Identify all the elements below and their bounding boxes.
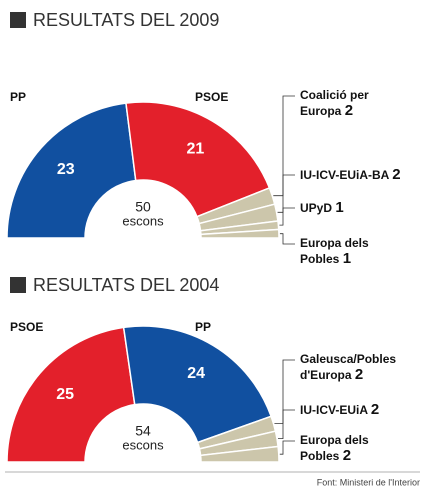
segment-value: 25 (56, 386, 74, 403)
leader-line (279, 207, 295, 226)
leader-line (279, 233, 295, 245)
seat-value: 1 (342, 250, 352, 267)
side-label: Galeusca/Pobles d'Europa 2 (300, 352, 408, 383)
segment (6, 326, 136, 463)
source: Font: Ministeri de l'Interior (317, 477, 420, 487)
party-name: IU-ICV-EUiA-BA (300, 168, 389, 182)
center-label: escons (122, 213, 164, 228)
leader-line (279, 440, 295, 455)
center-label: escons (122, 437, 164, 452)
seat-value: 2 (370, 401, 380, 418)
side-label: UPyD 1 (300, 200, 408, 216)
party-name: IU-ICV-EUiA (300, 403, 368, 417)
title-icon (10, 277, 26, 293)
segment (6, 102, 137, 239)
chart-title: RESULTATS DEL 2009 (33, 10, 219, 30)
party-name: PSOE (195, 90, 229, 104)
seat-value: 2 (344, 102, 354, 119)
seat-value: 2 (354, 366, 364, 383)
chart-title: RESULTATS DEL 2004 (33, 275, 219, 295)
leader-line (277, 174, 295, 213)
segment-value: 21 (187, 141, 205, 158)
seat-value: 2 (392, 166, 401, 183)
party-name: PP (10, 90, 27, 104)
seat-value: 1 (335, 199, 344, 216)
center-value: 50 (135, 199, 151, 215)
segment (122, 325, 273, 444)
segment-value: 24 (187, 365, 205, 382)
party-name: UPyD (300, 201, 333, 215)
segment (199, 445, 280, 463)
party-name: Europa dels Pobles (300, 433, 369, 463)
party-name: Coalició per Europa (300, 88, 369, 118)
title-icon (10, 12, 26, 28)
side-label: IU-ICV-EUiA 2 (300, 402, 408, 418)
party-name: PP (195, 320, 212, 334)
leader-line (277, 409, 295, 440)
seat-value: 2 (342, 447, 352, 464)
party-name: Europa dels Pobles (300, 236, 369, 266)
segment (125, 101, 271, 218)
side-label: Europa dels Pobles 1 (300, 236, 408, 267)
side-label: Coalició per Europa 2 (300, 88, 408, 119)
side-label: Europa dels Pobles 2 (300, 433, 408, 464)
side-label: IU-ICV-EUiA-BA 2 (300, 167, 408, 183)
segment (200, 228, 280, 239)
segment-value: 23 (57, 161, 75, 178)
leader-line (274, 359, 295, 424)
center-value: 54 (135, 423, 151, 439)
leader-line (273, 95, 295, 197)
party-name: Galeusca/Pobles d'Europa (300, 352, 397, 382)
party-name: PSOE (10, 320, 44, 334)
